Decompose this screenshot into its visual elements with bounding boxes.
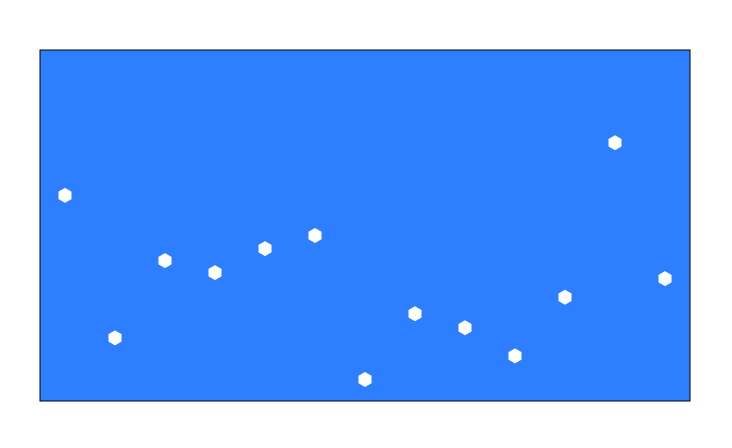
- data-point-12: [608, 135, 622, 151]
- data-point-11: [558, 289, 572, 305]
- data-point-2: [108, 330, 122, 346]
- data-point-10: [508, 348, 522, 364]
- points-layer: [58, 135, 672, 387]
- data-point-9: [458, 320, 472, 336]
- plot-area: [39, 49, 691, 402]
- data-point-8: [408, 306, 422, 322]
- data-point-6: [308, 228, 322, 244]
- data-point-3: [158, 253, 172, 269]
- data-point-5: [258, 241, 272, 257]
- data-point-7: [358, 371, 372, 387]
- data-point-13: [658, 271, 672, 287]
- data-point-4: [208, 265, 222, 281]
- data-point-1: [58, 187, 72, 203]
